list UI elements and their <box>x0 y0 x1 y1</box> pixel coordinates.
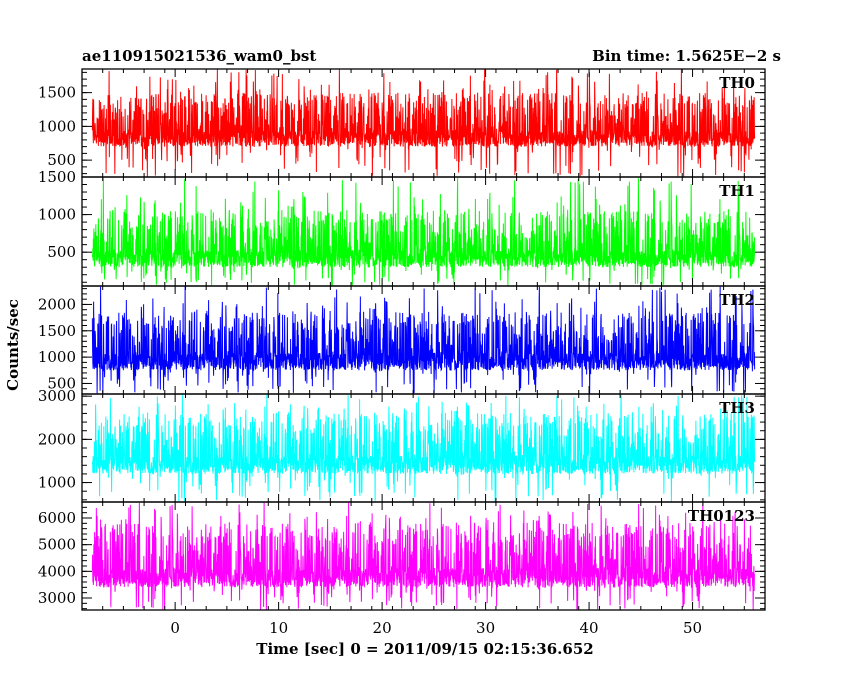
y-tick-label: 4000 <box>38 562 76 580</box>
y-tick-label: 1000 <box>38 348 76 366</box>
panel-th1: 500 1000 1500 TH1 <box>38 168 766 287</box>
x-tick-label: 20 <box>373 619 392 637</box>
x-axis: 0 10 20 30 40 50 <box>170 619 702 637</box>
series-label: TH2 <box>719 291 755 309</box>
series-label: TH0123 <box>688 507 755 525</box>
series-line-th0 <box>91 69 756 177</box>
y-tick-label: 1500 <box>38 168 76 186</box>
panel-th0: 500 1000 1500 TH0 <box>38 68 766 178</box>
y-tick-label: 5000 <box>38 536 76 554</box>
y-tick-label: 1500 <box>38 84 76 102</box>
panel-frame <box>81 501 766 611</box>
series-label: TH1 <box>719 182 755 200</box>
chart-title-left: ae110915021536_wam0_bst <box>82 47 316 65</box>
y-tick-label: 500 <box>47 151 76 169</box>
series-line-th3 <box>91 394 756 502</box>
x-axis-label: Time [sec] 0 = 2011/09/15 02:15:36.652 <box>256 640 593 658</box>
y-tick-label: 1000 <box>38 474 76 492</box>
x-tick-label: 0 <box>170 619 180 637</box>
panel-th2: 500 1000 1500 2000 TH2 <box>38 285 766 395</box>
x-tick-label: 50 <box>683 619 702 637</box>
y-tick-label: 500 <box>47 243 76 261</box>
y-tick-label: 3000 <box>38 387 76 405</box>
panel-th3: 1000 2000 3000 TH3 <box>38 387 766 503</box>
y-axis-label: Counts/sec <box>4 299 22 391</box>
y-tick-label: 1500 <box>38 322 76 340</box>
y-tick-label: 2000 <box>38 295 76 313</box>
x-tick-label: 40 <box>580 619 599 637</box>
series-label: TH0 <box>719 74 755 92</box>
y-tick-label: 3000 <box>38 589 76 607</box>
y-tick-label: 500 <box>47 374 76 392</box>
x-tick-label: 10 <box>269 619 288 637</box>
series-line-th2 <box>91 286 756 394</box>
y-tick-label: 2000 <box>38 430 76 448</box>
series-line-th1 <box>91 177 756 287</box>
y-tick-label: 1000 <box>38 206 76 224</box>
panels-group: 500 1000 1500 TH0 500 1000 1500 TH1 500 1000 1500 2… <box>38 68 766 611</box>
y-tick-label: 6000 <box>38 509 76 527</box>
series-line-th0123 <box>91 502 756 610</box>
x-tick-label: 30 <box>476 619 495 637</box>
chart-title-right: Bin time: 1.5625E−2 s <box>592 47 781 65</box>
y-tick-label: 1000 <box>38 117 76 135</box>
series-label: TH3 <box>719 399 755 417</box>
panel-th0123: 3000 4000 5000 6000 TH0123 <box>38 501 766 611</box>
